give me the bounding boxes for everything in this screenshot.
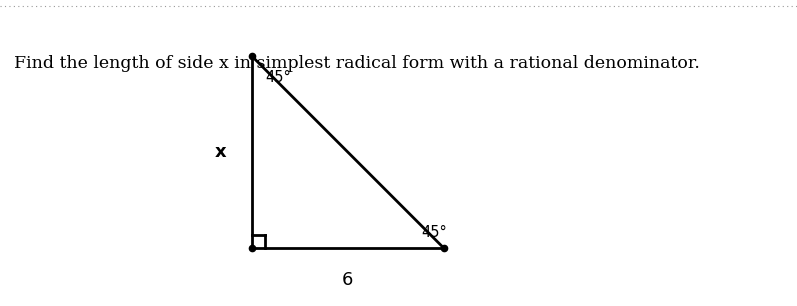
Text: Find the length of side x in simplest radical form with a rational denominator.: Find the length of side x in simplest ra… (14, 55, 701, 72)
Text: x: x (215, 143, 227, 161)
Text: 45°: 45° (421, 225, 447, 240)
Text: 6: 6 (342, 271, 354, 289)
Text: 45°: 45° (265, 69, 291, 84)
